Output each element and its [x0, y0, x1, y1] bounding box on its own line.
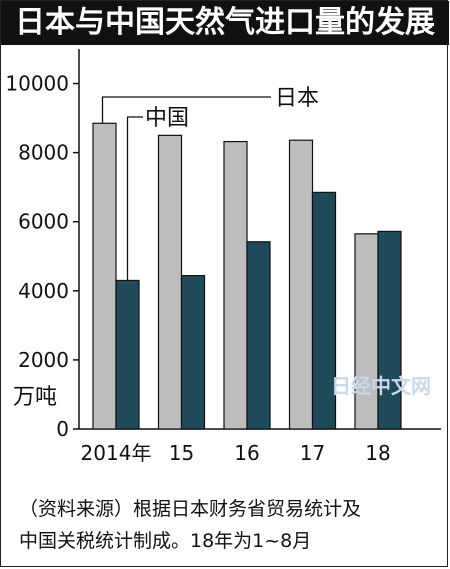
bar-中国-15	[180, 275, 206, 430]
source-line-2: 中国关税统计制成。18年为1~8月	[19, 530, 312, 552]
x-tick-label: 2014年	[81, 441, 152, 465]
bar-日本-17	[288, 139, 314, 430]
x-tick-labels: 2014年 15 16 17 18	[81, 441, 391, 465]
y-tick-label: 10000	[5, 72, 69, 96]
y-unit-label: 万吨	[13, 385, 57, 410]
y-tick-label: 6000	[18, 210, 69, 234]
y-tick-labels: 0 2000 4000 6000 8000 10000	[5, 72, 69, 441]
callout-label-japan: 日本	[275, 86, 319, 111]
y-tick-label: 8000	[18, 141, 69, 165]
source-note: （资料来源）根据日本财务省贸易统计及 中国关税统计制成。18年为1~8月	[19, 493, 439, 557]
callout-line-japan	[101, 96, 271, 124]
chart-title: 日本与中国天然气进口量的发展变化	[1, 1, 449, 84]
x-tick-label: 16	[234, 441, 259, 465]
bar-中国-2014年	[115, 279, 140, 430]
x-tick-label: 15	[169, 441, 194, 465]
callout-label-china: 中国	[145, 106, 189, 131]
bar-中国-18	[377, 230, 402, 430]
bars	[92, 122, 402, 430]
bar-日本-15	[157, 134, 183, 430]
bar-日本-2014年	[92, 122, 117, 430]
bar-中国-16	[246, 241, 271, 430]
y-tick-label: 0	[56, 417, 69, 441]
watermark: 日经中文网	[331, 374, 431, 398]
bar-中国-17	[311, 191, 337, 430]
y-tick-label: 2000	[18, 348, 69, 372]
bar-日本-16	[223, 140, 248, 430]
bar-日本-18	[354, 233, 379, 430]
y-tick-label: 4000	[18, 279, 69, 303]
callout-line-china	[126, 116, 143, 281]
bar-chart: 0 2000 4000 6000 8000 10000 2014年 15 16 17 18 日本中…	[5, 49, 441, 465]
source-line-1: （资料来源）根据日本财务省贸易统计及	[19, 498, 362, 520]
x-tick-label: 17	[300, 441, 325, 465]
x-tick-label: 18	[365, 441, 390, 465]
